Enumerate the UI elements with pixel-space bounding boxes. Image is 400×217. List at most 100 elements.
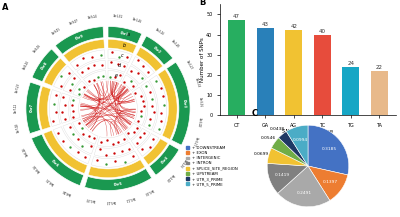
Polygon shape <box>44 130 87 173</box>
Text: Chr7: Chr7 <box>30 103 34 112</box>
Text: Chr5-30: Chr5-30 <box>86 197 96 202</box>
Text: Chr1-51: Chr1-51 <box>112 14 123 19</box>
Text: Chr2: Chr2 <box>152 46 162 54</box>
Text: Chr3-17: Chr3-17 <box>191 135 198 146</box>
Polygon shape <box>149 144 179 175</box>
Bar <box>314 35 331 115</box>
Polygon shape <box>55 26 104 54</box>
Polygon shape <box>136 47 163 71</box>
Text: Chr4-02: Chr4-02 <box>164 173 174 182</box>
Text: C: C <box>252 109 258 118</box>
Text: Chr6: Chr6 <box>50 159 59 168</box>
Polygon shape <box>108 50 132 63</box>
Polygon shape <box>94 142 134 157</box>
Text: Chr1-45: Chr1-45 <box>132 17 142 24</box>
Text: Chr2-27: Chr2-27 <box>185 59 194 70</box>
Polygon shape <box>122 75 138 90</box>
Text: 40: 40 <box>319 28 326 33</box>
Wedge shape <box>308 125 349 175</box>
Text: A: A <box>2 3 9 12</box>
Text: Chr7-23: Chr7-23 <box>15 83 21 94</box>
Y-axis label: Number of SNPs: Number of SNPs <box>200 37 205 82</box>
Polygon shape <box>70 50 105 70</box>
Text: Chr1: Chr1 <box>119 31 129 37</box>
Wedge shape <box>267 163 308 193</box>
Polygon shape <box>158 69 177 139</box>
Text: 0.0994: 0.0994 <box>293 138 308 142</box>
Polygon shape <box>72 119 98 144</box>
Text: 24: 24 <box>347 61 354 66</box>
Polygon shape <box>70 96 80 120</box>
Polygon shape <box>64 39 104 62</box>
Polygon shape <box>141 81 156 130</box>
Polygon shape <box>131 57 154 78</box>
Wedge shape <box>278 132 308 166</box>
Text: e: e <box>115 73 118 79</box>
Text: Chr9-01: Chr9-01 <box>51 27 62 36</box>
Polygon shape <box>39 86 51 130</box>
Polygon shape <box>53 127 91 164</box>
Polygon shape <box>166 62 190 145</box>
Text: 0.1397: 0.1397 <box>322 179 338 184</box>
Text: Chr5-22: Chr5-22 <box>106 199 116 203</box>
Text: Chr5-10: Chr5-10 <box>143 187 154 196</box>
Text: Chr3: Chr3 <box>182 99 186 108</box>
Text: 43: 43 <box>262 23 269 28</box>
Polygon shape <box>108 26 142 44</box>
Text: Chr8: Chr8 <box>41 61 49 70</box>
Text: 22: 22 <box>376 65 383 70</box>
Bar <box>256 28 274 115</box>
Text: Chr3-01: Chr3-01 <box>198 97 202 107</box>
Text: Chr3-02: Chr3-02 <box>197 117 202 127</box>
Polygon shape <box>137 133 159 156</box>
Text: Chr6-16: Chr6-16 <box>32 162 41 173</box>
Polygon shape <box>131 128 150 148</box>
Text: Chr6-06: Chr6-06 <box>62 187 72 196</box>
Bar <box>371 71 388 115</box>
Text: 0.0438: 0.0438 <box>270 127 285 131</box>
Text: Chr5-12: Chr5-12 <box>125 195 136 201</box>
Legend: + DOWNSTREAM, + EXON, + INTERGENIC, + INTRON, + SPLICE_SITE_REGION, + UPSTREAM, : + DOWNSTREAM, + EXON, + INTERGENIC, + IN… <box>186 146 238 186</box>
Polygon shape <box>60 93 70 123</box>
Text: Chr4-01: Chr4-01 <box>178 158 187 168</box>
Polygon shape <box>141 36 173 65</box>
Polygon shape <box>149 75 167 135</box>
Bar <box>342 67 360 115</box>
Text: B: B <box>199 0 205 7</box>
Text: Chr9-07: Chr9-07 <box>68 19 79 26</box>
Text: Chr9: Chr9 <box>75 34 85 41</box>
Text: Chr7-12: Chr7-12 <box>14 103 18 113</box>
Text: 0.3185: 0.3185 <box>321 147 337 151</box>
Bar <box>228 20 245 115</box>
Text: c: c <box>121 53 124 58</box>
Wedge shape <box>267 148 308 166</box>
Text: 0.1419: 0.1419 <box>275 173 290 177</box>
Text: Chr6-15: Chr6-15 <box>46 176 56 186</box>
Text: Chr5: Chr5 <box>114 182 123 187</box>
Wedge shape <box>308 166 348 201</box>
Polygon shape <box>97 133 128 146</box>
Text: b: b <box>123 43 126 48</box>
Polygon shape <box>85 168 152 191</box>
Polygon shape <box>49 90 60 127</box>
Wedge shape <box>278 166 330 207</box>
Text: Chr6-26: Chr6-26 <box>22 146 30 156</box>
Polygon shape <box>32 49 59 82</box>
Text: 0.0699: 0.0699 <box>254 151 269 156</box>
Text: Chr2-26: Chr2-26 <box>170 39 180 49</box>
Text: 47: 47 <box>233 15 240 20</box>
Polygon shape <box>91 151 139 167</box>
Wedge shape <box>286 125 308 166</box>
Text: Chr4: Chr4 <box>160 155 169 164</box>
Bar <box>285 31 302 115</box>
Text: d: d <box>118 63 121 68</box>
Polygon shape <box>108 71 124 82</box>
Polygon shape <box>125 123 141 139</box>
Polygon shape <box>44 58 66 86</box>
Text: 0.2491: 0.2491 <box>297 191 312 195</box>
Polygon shape <box>88 160 145 178</box>
Polygon shape <box>63 73 81 94</box>
Wedge shape <box>272 138 308 166</box>
Text: a: a <box>126 32 130 37</box>
Text: Chr8-16: Chr8-16 <box>33 43 42 54</box>
